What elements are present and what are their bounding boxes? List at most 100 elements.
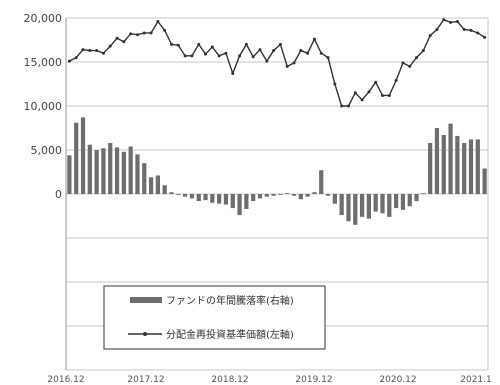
line-point — [306, 51, 310, 55]
legend-label-bar: ファンドの年間騰落率(右軸) — [166, 294, 294, 307]
legend-bar-swatch — [130, 297, 162, 303]
bar — [135, 154, 140, 194]
line-point — [95, 49, 99, 53]
legend-label-line: 分配金再投資基準価額(左軸) — [166, 328, 294, 341]
line-point — [122, 40, 126, 44]
y-tick-label: 0 — [55, 188, 62, 201]
bar — [394, 194, 399, 209]
line-point — [224, 51, 228, 55]
line-point — [285, 64, 289, 68]
line-point — [88, 49, 92, 53]
x-tick-label: 2018.12 — [211, 375, 248, 385]
bar — [203, 194, 208, 201]
bar — [196, 194, 201, 202]
bar — [264, 194, 269, 197]
line-point — [476, 31, 480, 35]
bar — [312, 192, 317, 194]
x-axis-ticks: 2016.12 2017.12 2018.12 2019.12 2020.12 2021.… — [47, 375, 491, 385]
line-point — [374, 80, 378, 84]
bar — [482, 168, 487, 194]
legend: ファンドの年間騰落率(右軸) 分配金再投資基準価額(左軸) — [103, 285, 326, 350]
x-tick-label: 2019.12 — [295, 375, 332, 385]
bar — [414, 194, 419, 202]
line-point — [231, 71, 235, 75]
line-point — [381, 93, 384, 97]
bar — [462, 142, 467, 194]
line-point — [299, 49, 303, 53]
bar — [346, 194, 351, 222]
bar — [169, 192, 174, 194]
line-point — [210, 45, 214, 49]
bar — [142, 163, 147, 194]
bar — [339, 194, 344, 216]
bar — [251, 194, 256, 202]
line-point — [251, 55, 255, 59]
bar — [237, 194, 242, 216]
bar — [217, 194, 222, 204]
y-tick-label: 15,000 — [24, 56, 63, 69]
legend-box — [103, 285, 326, 350]
line-point — [81, 48, 85, 52]
line-point — [176, 43, 180, 47]
bar — [121, 151, 126, 194]
bar — [468, 139, 474, 194]
bar — [271, 194, 276, 196]
x-tick-label: 2017.12 — [127, 375, 164, 385]
line-point — [292, 61, 296, 65]
bar — [475, 139, 480, 194]
bar — [74, 122, 79, 194]
bar — [291, 194, 297, 196]
line-point — [163, 28, 167, 32]
line-point — [156, 20, 160, 24]
bar — [176, 194, 181, 195]
bar — [455, 135, 460, 194]
line-point — [142, 31, 146, 35]
bar — [148, 177, 154, 194]
bar — [94, 150, 99, 194]
bar — [223, 194, 229, 205]
line-point — [449, 20, 453, 24]
line-point — [135, 33, 139, 37]
line-point — [326, 56, 330, 60]
line-point — [421, 49, 425, 53]
bar — [298, 194, 303, 200]
line-point — [108, 44, 112, 48]
line-series — [67, 18, 487, 108]
line-point — [442, 18, 446, 22]
bar — [421, 193, 426, 194]
bar — [210, 194, 215, 203]
line-point — [428, 34, 432, 38]
bar — [189, 194, 195, 199]
line-point — [367, 90, 371, 94]
line-point — [312, 37, 316, 41]
bar-series — [67, 117, 487, 225]
line-point — [469, 28, 473, 32]
line-point — [115, 36, 119, 40]
line-point — [74, 56, 78, 60]
line-point — [101, 51, 105, 55]
line-point — [244, 42, 248, 46]
bar — [67, 155, 72, 194]
line-point — [394, 78, 398, 82]
line-point — [353, 91, 357, 95]
legend-line-marker — [143, 332, 147, 336]
bar — [305, 194, 310, 197]
bar — [319, 170, 324, 194]
line-point — [258, 48, 262, 52]
line-point — [238, 54, 242, 58]
bar — [285, 193, 290, 194]
line-point — [435, 27, 439, 31]
bar — [332, 194, 337, 204]
bar — [114, 147, 120, 194]
line-point — [149, 31, 153, 35]
line-point — [455, 20, 459, 24]
bar — [353, 194, 358, 225]
bar — [87, 144, 92, 194]
line-point — [360, 98, 364, 102]
bar — [101, 148, 106, 194]
line-point — [197, 42, 201, 46]
bar — [244, 194, 249, 209]
bar — [162, 185, 167, 194]
line-point — [272, 49, 276, 53]
line-point — [415, 56, 419, 60]
